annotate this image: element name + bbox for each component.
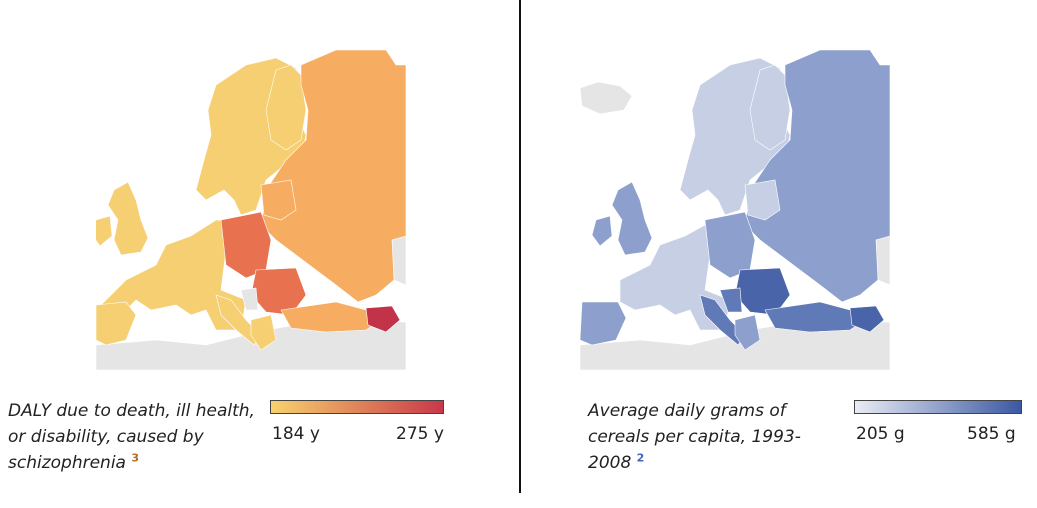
region-poland (220, 211, 272, 279)
region-great-britain (611, 181, 653, 256)
schizophrenia-daly-panel: DALY due to death, ill health, or disabi… (8, 49, 444, 476)
region-caucasus (849, 305, 885, 333)
legend-caption-cereals: Average daily grams of cereals per capit… (588, 398, 828, 476)
region-russia (744, 49, 890, 303)
region-great-britain (107, 181, 149, 256)
color-scale-bar-cereals (854, 400, 1022, 414)
footnote-marker-2[interactable]: 2 (636, 451, 645, 465)
region-greece (250, 314, 277, 351)
region-finland (265, 64, 307, 151)
legend-min-label-daly: 184 y (272, 424, 320, 444)
europe-choropleth-map-daly (96, 49, 406, 370)
europe-choropleth-map-cereals (580, 49, 890, 370)
region-baltics (260, 179, 297, 221)
legend-max-label-cereals: 585 g (967, 424, 1016, 444)
legend-caption-daly: DALY due to death, ill health, or disabi… (8, 398, 268, 476)
region-baltics (744, 179, 781, 221)
color-scale-bar-daly (270, 400, 444, 414)
region-ireland (591, 215, 613, 247)
legend-caption-cereals-text: Average daily grams of cereals per capit… (588, 401, 801, 473)
legend-max-label-daly: 275 y (396, 424, 444, 444)
no-data-region-north-africa (580, 321, 890, 370)
no-data-region-north-africa (96, 321, 406, 370)
region-balkans (719, 287, 743, 313)
cereal-consumption-panel: Average daily grams of cereals per capit… (521, 0, 1037, 508)
region-greece (734, 314, 761, 351)
legend-caption-daly-text: DALY due to death, ill health, or disabi… (8, 401, 255, 473)
region-iceland (580, 81, 633, 115)
legend-min-label-cereals: 205 g (856, 424, 905, 444)
region-ireland (96, 215, 113, 247)
region-iberia (580, 301, 627, 346)
footnote-marker-3[interactable]: 3 (131, 451, 140, 465)
region-russia (260, 49, 406, 303)
panel-divider (519, 0, 521, 493)
region-poland (704, 211, 756, 279)
region-caucasus-max (365, 305, 401, 333)
region-finland (749, 64, 791, 151)
region-iberia (96, 301, 137, 346)
no-data-region-balkans (240, 287, 259, 311)
